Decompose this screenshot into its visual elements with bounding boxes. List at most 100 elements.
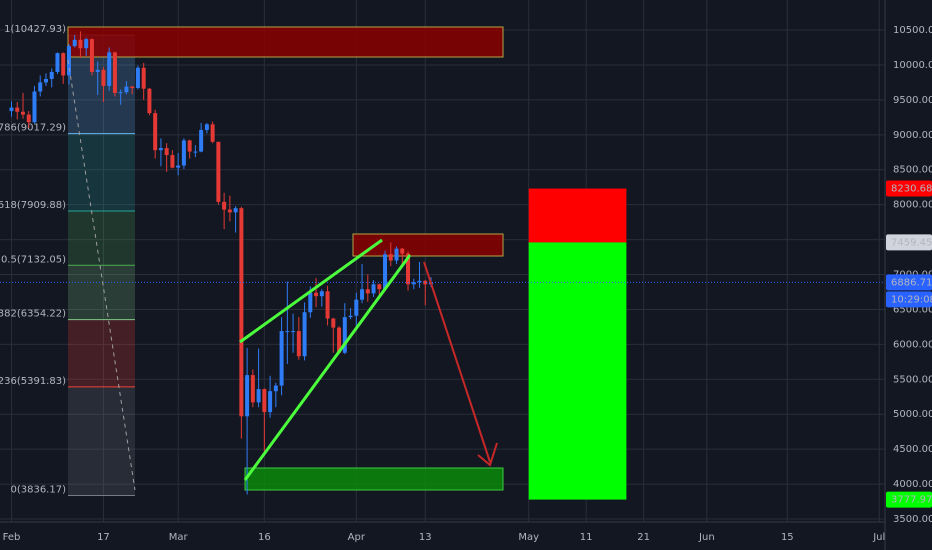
candle-body — [15, 107, 20, 112]
candles — [0, 31, 885, 495]
candle-body — [49, 71, 54, 79]
y-tick-label: 6500.00 — [893, 304, 932, 315]
candle-body — [417, 280, 422, 283]
candle-body — [141, 67, 146, 89]
y-tick-label: 4500.00 — [893, 444, 932, 455]
candle-body — [406, 253, 411, 285]
candle-body — [360, 289, 365, 300]
y-tick-label: 10500.00 — [893, 25, 932, 36]
price-label-bg — [886, 180, 932, 197]
countdown-bg — [886, 291, 932, 308]
candle-body — [222, 201, 227, 210]
candle-body — [118, 92, 123, 94]
fib-label: 0.382(6354.22) — [0, 309, 66, 320]
resistance-zone — [67, 26, 504, 58]
candle-body — [95, 69, 100, 72]
candle-body — [61, 53, 66, 76]
candle-body — [342, 317, 347, 353]
candle-body — [164, 148, 169, 156]
candle-body — [89, 39, 94, 72]
x-tick-label: 16 — [258, 532, 271, 543]
candle-body — [176, 165, 181, 168]
arrow — [423, 261, 491, 463]
fib-label: 0.236(5391.83) — [0, 376, 66, 387]
stop-zone — [528, 188, 627, 243]
candle-body — [233, 208, 238, 213]
fib-zone — [68, 133, 135, 211]
price-label-bg — [886, 274, 932, 291]
fib-label: 0.786(9017.29) — [0, 123, 66, 134]
candle-body — [239, 208, 244, 417]
candle-body — [135, 67, 140, 89]
candle-body — [20, 111, 25, 115]
fib-zone — [68, 386, 135, 496]
wedge-line — [243, 254, 412, 481]
candle-body — [354, 299, 359, 316]
candle-body — [268, 391, 273, 413]
candle-body — [314, 292, 319, 297]
candle-body — [302, 312, 307, 357]
price-label: 8230.68 — [891, 184, 932, 195]
price-label: 7459.45 — [891, 237, 932, 248]
candle-body — [388, 254, 393, 261]
candle-body — [72, 39, 77, 47]
y-tick-label: 5000.00 — [893, 409, 932, 420]
candle-body — [43, 78, 48, 83]
candle-body — [245, 375, 250, 417]
candle-body — [337, 327, 342, 353]
candle-body — [377, 284, 382, 290]
risk-box — [528, 188, 627, 500]
candle-body — [84, 39, 89, 49]
wedge-line — [239, 238, 383, 344]
x-tick-label: 11 — [580, 532, 593, 543]
x-tick-label: 21 — [637, 532, 650, 543]
y-tick-label: 10000.00 — [893, 60, 932, 71]
candle-body — [279, 331, 284, 386]
candle-body — [400, 248, 405, 254]
candle-body — [124, 86, 129, 93]
x-tick-label: 13 — [419, 532, 432, 543]
target-zone — [528, 242, 627, 500]
candle-body — [227, 209, 232, 213]
candle-body — [9, 107, 14, 112]
y-tick-label: 6000.00 — [893, 339, 932, 350]
candle-body — [331, 318, 336, 328]
x-tick-label: Apr — [348, 532, 366, 543]
candle-body — [423, 280, 428, 285]
y-tick-label: 3500.00 — [893, 514, 932, 525]
candle-body — [153, 113, 158, 151]
candle-body — [216, 141, 221, 202]
y-tick-label: 4000.00 — [893, 479, 932, 490]
candle-body — [210, 124, 215, 142]
y-tick-label: 8000.00 — [893, 200, 932, 211]
candle-body — [38, 82, 43, 92]
fib-label: 0(3836.17) — [10, 485, 66, 496]
fib-label: 0.618(7909.88) — [0, 200, 66, 211]
candle-body — [319, 291, 324, 297]
x-tick-label: 15 — [781, 532, 794, 543]
candle-body — [348, 315, 353, 318]
candle-body — [130, 86, 135, 89]
trend-drawings — [67, 59, 498, 491]
price-label: 3777.97 — [891, 495, 932, 506]
candle-body — [262, 389, 267, 413]
candle-body — [170, 155, 175, 168]
candle-body — [26, 114, 31, 123]
candle-body — [285, 331, 290, 333]
countdown: 10:29:08 — [891, 294, 932, 305]
x-tick-label: Jul — [872, 532, 885, 543]
x-tick-label: 17 — [97, 532, 110, 543]
candle-body — [204, 124, 209, 130]
candle-body — [181, 140, 186, 166]
candle-body — [32, 91, 37, 123]
candle-body — [394, 248, 399, 261]
price-label-bg — [886, 234, 932, 251]
candle-body — [411, 282, 416, 285]
price-label-bg — [886, 491, 932, 508]
fib-zone — [68, 210, 135, 266]
candle-body — [296, 331, 301, 357]
candle-body — [365, 289, 370, 294]
y-tick-label: 8500.00 — [893, 165, 932, 176]
candle-body — [199, 129, 204, 152]
candle-body — [158, 148, 163, 151]
